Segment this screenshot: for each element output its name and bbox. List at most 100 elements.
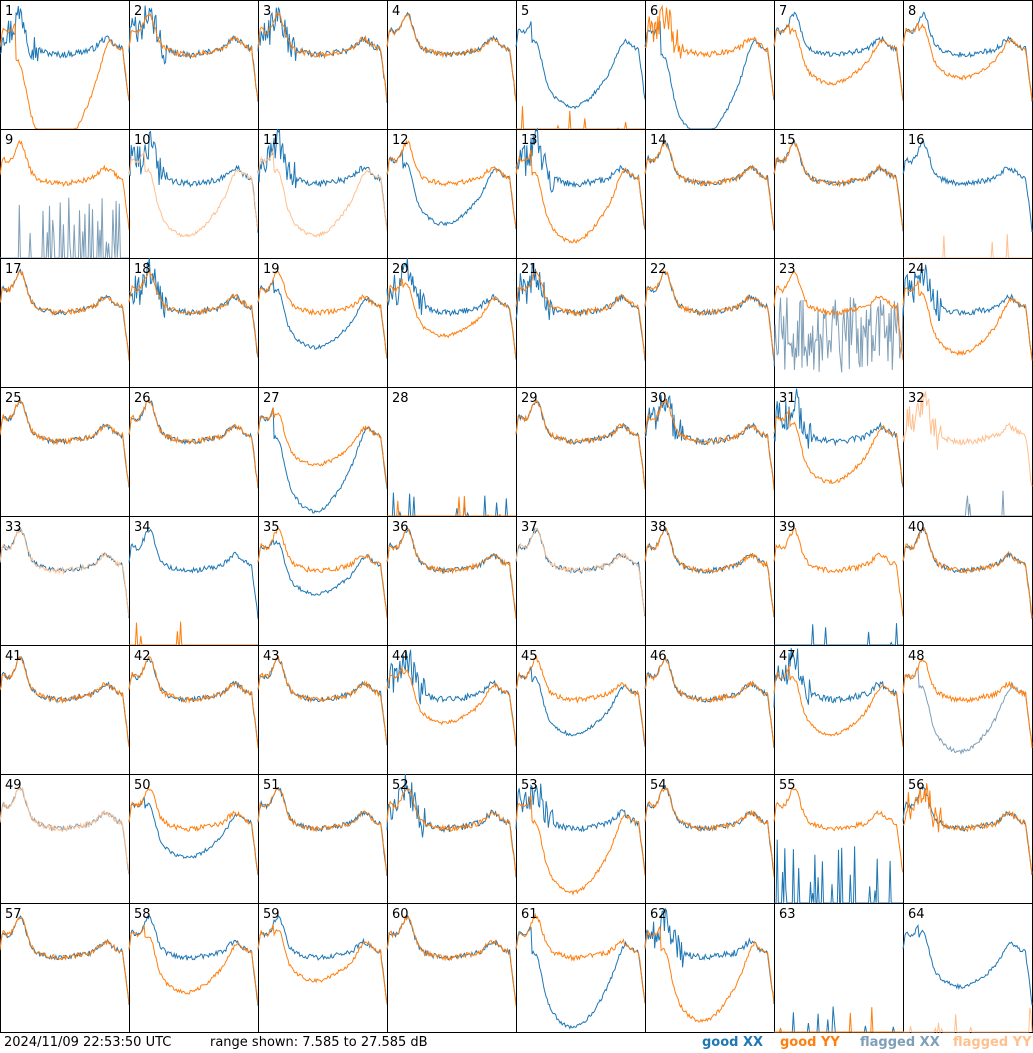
panel-50: 50 bbox=[128, 774, 259, 904]
series-xx-good bbox=[515, 783, 646, 872]
panel-20: 20 bbox=[386, 257, 517, 388]
series-xx-good bbox=[257, 786, 388, 876]
series-xx-good bbox=[644, 271, 775, 362]
panel-frame bbox=[0, 258, 130, 388]
panel-61: 61 bbox=[515, 903, 646, 1033]
panel-frame bbox=[774, 516, 904, 646]
series-xx-good bbox=[902, 139, 1033, 233]
panel-label: 5 bbox=[521, 4, 529, 19]
range-text: range shown: 7.585 to 27.585 dB bbox=[210, 1035, 428, 1050]
panel-62: 62 bbox=[644, 903, 775, 1033]
panel-label: 53 bbox=[521, 778, 538, 793]
panel-label: 50 bbox=[134, 778, 151, 793]
panel-label: 22 bbox=[650, 262, 667, 277]
panel-label: 2 bbox=[134, 4, 142, 19]
series-xx-good bbox=[515, 21, 646, 110]
series-yy-good bbox=[257, 11, 388, 101]
series-yy-good bbox=[773, 409, 904, 487]
panel-frame bbox=[387, 645, 517, 775]
panel-label: 59 bbox=[263, 907, 280, 922]
panel-label: 1 bbox=[5, 4, 13, 19]
panel-label: 49 bbox=[5, 778, 22, 793]
series-xx-good bbox=[644, 907, 775, 1005]
panel-59: 59 bbox=[257, 903, 388, 1033]
series-yy-good bbox=[515, 795, 646, 896]
panel-label: 41 bbox=[5, 649, 22, 664]
panel-55: 55 bbox=[773, 774, 904, 904]
panel-33: 33 bbox=[0, 516, 130, 646]
series-xx-flagged bbox=[902, 667, 1033, 755]
panel-43: 43 bbox=[257, 645, 388, 775]
series-yy-good bbox=[644, 140, 775, 229]
panel-label: 37 bbox=[521, 520, 538, 535]
panel-41: 41 bbox=[0, 645, 130, 775]
panel-frame bbox=[903, 516, 1033, 646]
panel-64: 64 bbox=[902, 903, 1033, 1033]
panel-39: 39 bbox=[773, 516, 904, 646]
panel-frame bbox=[129, 774, 259, 904]
panel-frame bbox=[387, 258, 517, 388]
panel-label: 13 bbox=[521, 133, 538, 148]
panel-frame bbox=[516, 774, 646, 904]
legend-flagged-yy: flagged YY bbox=[953, 1035, 1032, 1050]
panel-frame bbox=[129, 387, 259, 517]
series-xx-good bbox=[0, 268, 130, 357]
panel-35: 35 bbox=[257, 516, 388, 646]
panel-48: 48 bbox=[902, 645, 1033, 775]
series-yy-good bbox=[257, 407, 388, 488]
panel-label: 20 bbox=[392, 262, 409, 277]
series-yy-flagged bbox=[0, 786, 130, 873]
series-yy-good bbox=[644, 787, 775, 877]
series-yy-good bbox=[515, 654, 646, 746]
panel-49: 49 bbox=[0, 774, 130, 904]
series-yy-good bbox=[386, 139, 517, 228]
series-yy-flagged bbox=[902, 391, 1033, 487]
series-xx-flagged bbox=[0, 787, 130, 875]
panel-label: 7 bbox=[779, 4, 787, 19]
series-xx-good bbox=[128, 796, 259, 875]
panel-frame bbox=[903, 0, 1033, 130]
series-xx-good bbox=[515, 666, 646, 747]
panel-frame bbox=[258, 774, 388, 904]
panel-16: 16 bbox=[902, 129, 1033, 259]
panel-frame bbox=[645, 645, 775, 775]
series-yy-good bbox=[773, 527, 904, 617]
panel-label: 52 bbox=[392, 778, 409, 793]
panel-frame bbox=[774, 645, 904, 775]
panel-frame bbox=[387, 774, 517, 904]
series-yy-good bbox=[902, 22, 1033, 101]
series-yy-good bbox=[257, 787, 388, 875]
series-yy-good bbox=[129, 621, 258, 646]
series-xx-good bbox=[902, 264, 1033, 358]
panel-frame bbox=[258, 903, 388, 1033]
series-xx-good bbox=[515, 127, 646, 230]
panel-57: 57 bbox=[0, 903, 130, 1033]
panel-44: 44 bbox=[386, 645, 517, 775]
panel-frame bbox=[516, 903, 646, 1033]
panel-frame bbox=[903, 645, 1033, 775]
panel-label: 57 bbox=[5, 907, 22, 922]
series-xx-good bbox=[902, 526, 1033, 619]
series-xx-good bbox=[386, 649, 517, 747]
panel-label: 46 bbox=[650, 649, 667, 664]
panel-37: 37 bbox=[515, 516, 646, 646]
series-xx-good bbox=[902, 11, 1033, 102]
series-xx-good bbox=[773, 11, 904, 101]
panel-14: 14 bbox=[644, 129, 775, 259]
panel-label: 40 bbox=[908, 520, 925, 535]
panel-label: 35 bbox=[263, 520, 280, 535]
panel-3: 3 bbox=[257, 0, 388, 130]
panel-frame bbox=[645, 258, 775, 388]
panel-frame bbox=[903, 774, 1033, 904]
panel-24: 24 bbox=[902, 258, 1033, 388]
panel-label: 30 bbox=[650, 391, 667, 406]
panel-frame bbox=[516, 516, 646, 646]
panel-38: 38 bbox=[644, 516, 775, 646]
series-yy-good bbox=[515, 398, 646, 490]
panel-frame bbox=[0, 387, 130, 517]
panel-47: 47 bbox=[773, 645, 904, 775]
panel-label: 27 bbox=[263, 391, 280, 406]
series-yy-good bbox=[644, 527, 775, 616]
series-yy-good bbox=[515, 270, 646, 359]
